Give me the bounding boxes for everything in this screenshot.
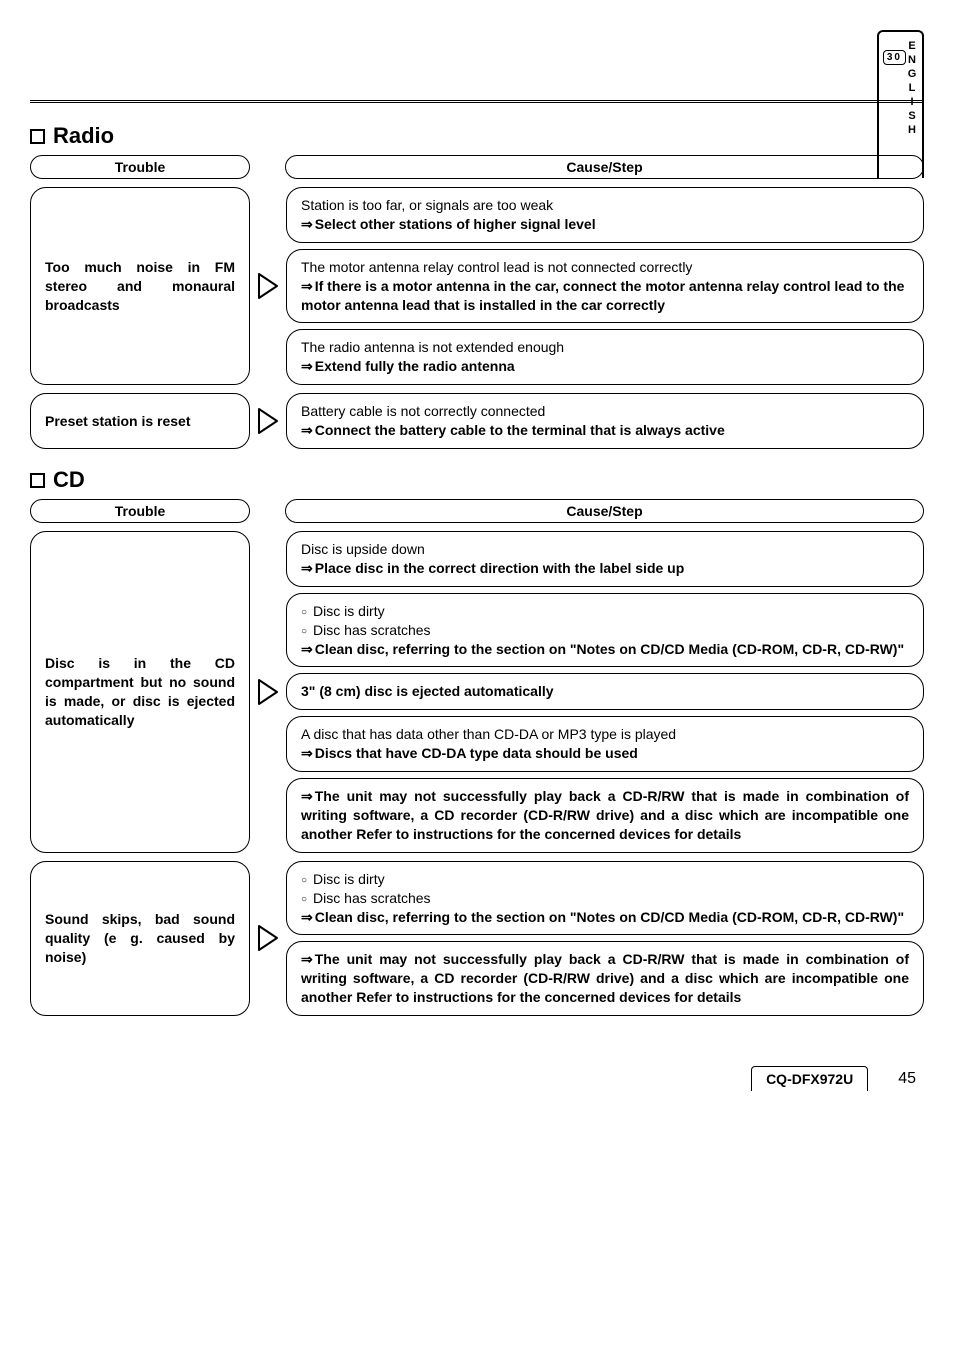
cause-text: Station is too far, or signals are too w…	[301, 196, 909, 215]
cause-box: The radio antenna is not extended enough…	[286, 329, 924, 385]
section-title-text: CD	[53, 467, 85, 493]
cause-bullet: Disc has scratches	[301, 621, 909, 640]
top-rule	[30, 100, 924, 103]
cause-box: The unit may not successfully play back …	[286, 941, 924, 1016]
cause-step: The unit may not successfully play back …	[301, 950, 909, 1007]
cause-step: Place disc in the correct direction with…	[301, 559, 909, 578]
sections-root: Radio Trouble Cause/Step Too much noise in …	[30, 123, 924, 1016]
cause-col: Disc is upside downPlace disc in the cor…	[286, 531, 924, 853]
language-tab: ENGLISH 30	[877, 30, 924, 178]
trouble-row: Sound skips, bad sound quality (e g. cau…	[30, 861, 924, 1016]
checkbox-icon	[30, 129, 45, 144]
page-number: 45	[898, 1070, 916, 1088]
cause-box: Disc is upside downPlace disc in the cor…	[286, 531, 924, 587]
cause-col: Battery cable is not correctly connected…	[286, 393, 924, 449]
column-headers: Trouble Cause/Step	[30, 499, 924, 523]
cause-col: Disc is dirtyDisc has scratchesClean dis…	[286, 861, 924, 1016]
cause-step: 3" (8 cm) disc is ejected automatically	[301, 682, 909, 701]
trouble-box: Disc is in the CD compartment but no sou…	[30, 531, 250, 853]
cause-box: Battery cable is not correctly connected…	[286, 393, 924, 449]
cause-text: The radio antenna is not extended enough	[301, 338, 909, 357]
cause-bullet: Disc is dirty	[301, 870, 909, 889]
arrow-icon	[256, 531, 280, 853]
section-title: CD	[30, 467, 924, 493]
cause-text: A disc that has data other than CD-DA or…	[301, 725, 909, 744]
cause-box: 3" (8 cm) disc is ejected automatically	[286, 673, 924, 710]
cause-step: If there is a motor antenna in the car, …	[301, 277, 909, 315]
footer: CQ-DFX972U 45	[30, 1066, 924, 1091]
cause-step: Discs that have CD-DA type data should b…	[301, 744, 909, 763]
cause-box: Disc is dirtyDisc has scratchesClean dis…	[286, 861, 924, 936]
cause-step: Clean disc, referring to the section on …	[301, 640, 909, 659]
cause-step: Select other stations of higher signal l…	[301, 215, 909, 234]
cause-col: Station is too far, or signals are too w…	[286, 187, 924, 385]
cause-text: Disc is upside down	[301, 540, 909, 559]
trouble-box: Preset station is reset	[30, 393, 250, 449]
trouble-col: Sound skips, bad sound quality (e g. cau…	[30, 861, 250, 1016]
cause-bullet: Disc is dirty	[301, 602, 909, 621]
trouble-row: Too much noise in FM stereo and monaural…	[30, 187, 924, 385]
checkbox-icon	[30, 473, 45, 488]
cause-box: The unit may not successfully play back …	[286, 778, 924, 853]
language-label: ENGLISH	[906, 40, 918, 138]
trouble-box: Too much noise in FM stereo and monaural…	[30, 187, 250, 385]
cause-box: Disc is dirtyDisc has scratchesClean dis…	[286, 593, 924, 668]
arrow-icon	[256, 187, 280, 385]
section-title: Radio	[30, 123, 924, 149]
model-number: CQ-DFX972U	[751, 1066, 868, 1091]
page-container: ENGLISH 30 Radio Trouble Cause/Step Too muc…	[0, 0, 954, 1111]
cause-text: Battery cable is not correctly connected	[301, 402, 909, 421]
header-trouble: Trouble	[30, 155, 250, 179]
cause-box: A disc that has data other than CD-DA or…	[286, 716, 924, 772]
cause-step: The unit may not successfully play back …	[301, 787, 909, 844]
cause-bullet: Disc has scratches	[301, 889, 909, 908]
trouble-box: Sound skips, bad sound quality (e g. cau…	[30, 861, 250, 1016]
arrow-icon	[256, 861, 280, 1016]
cause-box: Station is too far, or signals are too w…	[286, 187, 924, 243]
arrow-icon	[256, 393, 280, 449]
cause-step: Extend fully the radio antenna	[301, 357, 909, 376]
cause-text: The motor antenna relay control lead is …	[301, 258, 909, 277]
header-trouble: Trouble	[30, 499, 250, 523]
header-cause: Cause/Step	[285, 155, 924, 179]
cause-step: Clean disc, referring to the section on …	[301, 908, 909, 927]
trouble-row: Disc is in the CD compartment but no sou…	[30, 531, 924, 853]
cause-step: Connect the battery cable to the termina…	[301, 421, 909, 440]
trouble-row: Preset station is reset Battery cable is …	[30, 393, 924, 449]
header-cause: Cause/Step	[285, 499, 924, 523]
trouble-col: Disc is in the CD compartment but no sou…	[30, 531, 250, 853]
section-title-text: Radio	[53, 123, 114, 149]
tab-page-number: 30	[883, 50, 906, 65]
column-headers: Trouble Cause/Step	[30, 155, 924, 179]
trouble-col: Too much noise in FM stereo and monaural…	[30, 187, 250, 385]
trouble-col: Preset station is reset	[30, 393, 250, 449]
cause-box: The motor antenna relay control lead is …	[286, 249, 924, 324]
